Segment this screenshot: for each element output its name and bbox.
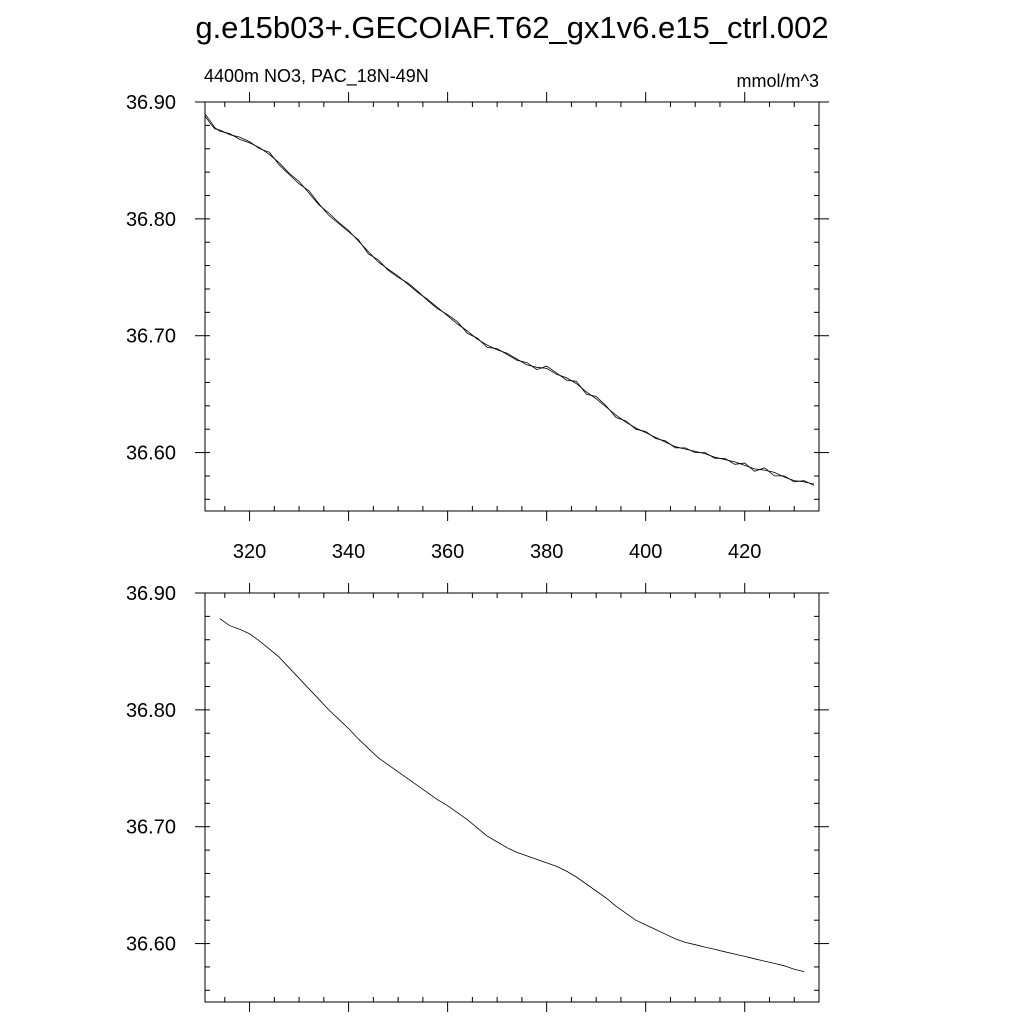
bottom-y-tick-label: 36.80	[126, 700, 176, 722]
bottom-panel: 36.60 36.70 36.80 36.90	[126, 583, 829, 1012]
top-subtitle-right: mmol/m^3	[737, 71, 819, 91]
bottom-y-tick-label: 36.70	[126, 817, 176, 839]
bottom-series-line-1	[219, 618, 805, 972]
top-series-line-2	[204, 115, 815, 486]
top-x-tick-label: 360	[431, 541, 464, 563]
top-x-tick-label: 380	[530, 541, 563, 563]
top-x-tick-label: 400	[629, 541, 662, 563]
figure-title: g.e15b03+.GECOIAF.T62_gx1v6.e15_ctrl.002	[195, 10, 828, 45]
top-x-tick-label: 420	[728, 541, 761, 563]
top-x-tick-label: 340	[332, 541, 365, 563]
top-y-tick-label: 36.80	[126, 209, 176, 231]
bottom-panel-frame	[204, 592, 820, 1003]
top-y-tick-label: 36.60	[126, 443, 176, 465]
top-subtitle-left: 4400m NO3, PAC_18N-49N	[204, 66, 429, 87]
top-y-tick-label: 36.90	[126, 92, 176, 114]
top-panel-frame	[204, 101, 820, 512]
top-x-tick-label: 320	[233, 541, 266, 563]
bottom-y-tick-label: 36.90	[126, 583, 176, 605]
bottom-y-tick-label: 36.60	[126, 934, 176, 956]
top-y-tick-label: 36.70	[126, 326, 176, 348]
top-panel: 36.60 36.70 36.80 36.90 320 340 360 380 400 420	[126, 92, 829, 563]
top-series-line-1	[204, 113, 815, 485]
